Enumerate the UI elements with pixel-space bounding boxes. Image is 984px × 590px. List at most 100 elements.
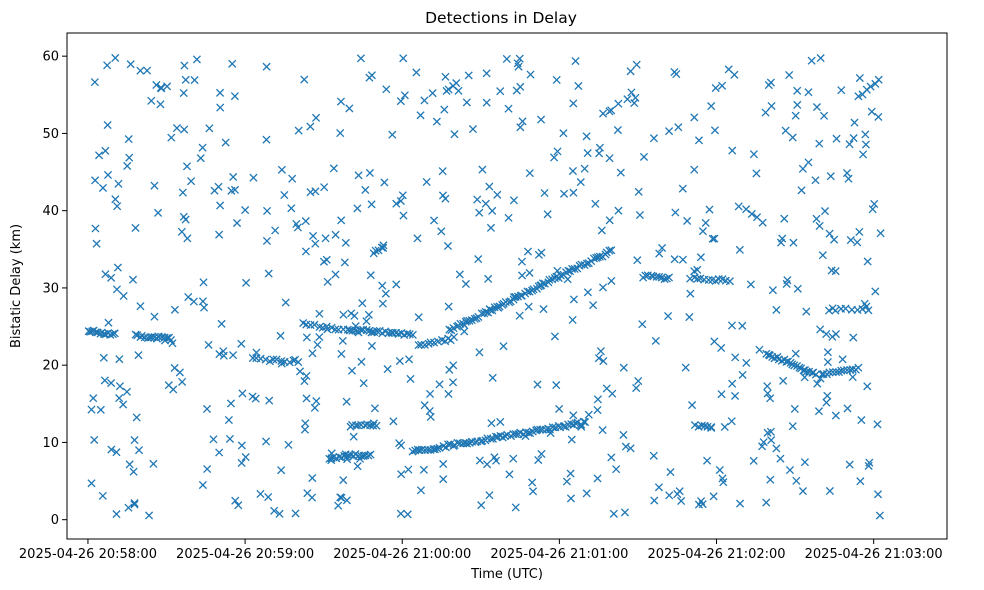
data-point (632, 383, 641, 393)
data-point (755, 345, 764, 354)
data-point (216, 103, 225, 112)
data-point (337, 216, 346, 225)
data-point (334, 501, 343, 510)
data-point (512, 86, 521, 95)
data-point (727, 417, 736, 426)
data-point (125, 460, 134, 469)
data-point (655, 272, 664, 281)
data-point (225, 434, 235, 443)
data-point (537, 248, 546, 257)
y-tick-label: 0 (51, 513, 59, 528)
x-tick-label: 2025-04-26 20:58:00 (19, 547, 157, 562)
data-point (261, 437, 271, 446)
data-point (336, 97, 346, 106)
data-point (98, 183, 108, 192)
data-point (670, 255, 679, 264)
data-point (291, 355, 300, 364)
data-point (399, 211, 408, 220)
data-point (367, 200, 376, 209)
data-point (665, 491, 674, 500)
data-point (426, 338, 435, 347)
data-point (848, 373, 857, 382)
data-point (630, 99, 639, 108)
data-point (654, 483, 664, 492)
data-point (766, 475, 775, 484)
data-point (576, 421, 585, 430)
data-point (256, 489, 265, 498)
data-point (315, 309, 324, 318)
data-point (395, 356, 404, 366)
data-point (439, 459, 448, 469)
data-point (627, 88, 636, 97)
data-point (103, 120, 112, 130)
data-point (488, 206, 497, 215)
data-point (524, 302, 533, 311)
data-point (779, 376, 788, 385)
data-point (198, 143, 207, 152)
data-point (870, 199, 879, 209)
data-point (509, 293, 519, 302)
data-point (464, 71, 473, 80)
data-point (294, 126, 303, 135)
data-point (215, 350, 224, 359)
data-point (312, 397, 321, 406)
data-point (264, 269, 273, 278)
data-point (350, 311, 359, 320)
data-point (854, 92, 863, 101)
data-point (150, 312, 159, 321)
data-point (392, 280, 401, 289)
data-point (400, 91, 409, 100)
data-point (815, 221, 824, 231)
data-point (272, 355, 281, 364)
data-point (181, 215, 190, 224)
data-point (718, 81, 727, 90)
data-point (822, 329, 831, 339)
data-point (136, 302, 145, 311)
data-point (124, 135, 133, 144)
data-point (445, 365, 454, 374)
data-point (832, 134, 841, 143)
data-point (149, 459, 158, 468)
data-point (749, 150, 758, 159)
data-point (301, 217, 310, 226)
data-point (874, 112, 883, 121)
data-point (428, 89, 437, 98)
data-point (227, 186, 236, 195)
data-point (221, 138, 230, 147)
data-point (853, 238, 862, 247)
data-point (694, 500, 704, 509)
data-point (607, 106, 616, 115)
data-point (599, 356, 608, 366)
data-point (496, 87, 505, 96)
data-point (308, 349, 317, 358)
data-point (343, 455, 352, 464)
data-point (857, 416, 866, 425)
data-point (772, 305, 781, 314)
data-point (300, 425, 309, 434)
data-point (323, 325, 332, 334)
data-point (832, 367, 841, 377)
data-point (327, 456, 336, 465)
data-point (319, 257, 328, 266)
data-point (825, 486, 834, 496)
data-point (103, 61, 112, 70)
data-point (724, 65, 733, 74)
data-point (632, 60, 641, 69)
data-point (597, 226, 606, 235)
data-point (362, 326, 371, 335)
data-point (559, 189, 569, 198)
data-point (291, 509, 300, 518)
data-point (103, 170, 113, 180)
data-point (863, 257, 872, 266)
data-point (569, 188, 578, 197)
data-point (502, 54, 511, 64)
data-point (327, 449, 336, 458)
data-point (865, 458, 874, 467)
data-point (167, 133, 176, 142)
data-point (300, 377, 309, 386)
data-point (563, 275, 572, 284)
data-point (831, 411, 840, 420)
data-point (192, 55, 201, 64)
data-point (529, 285, 538, 294)
data-point (800, 373, 809, 382)
